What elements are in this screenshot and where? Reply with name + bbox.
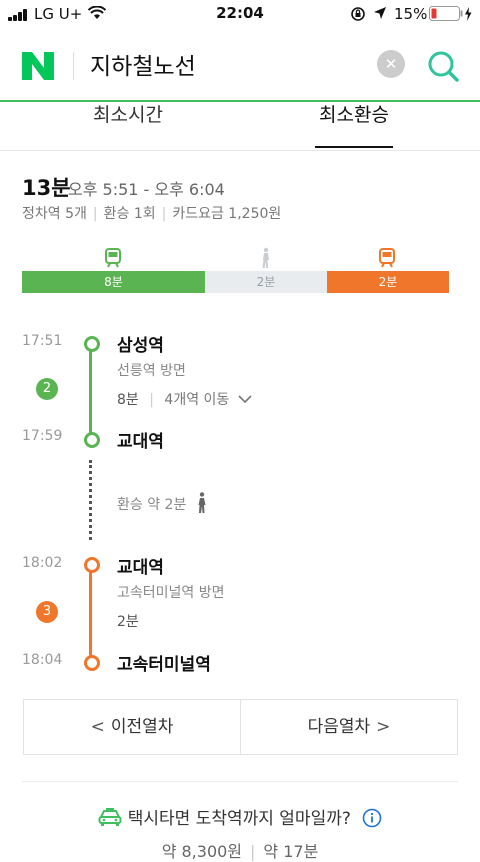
line3-badge: 3 [36,601,58,623]
station-node [84,655,100,671]
line2-badge: 2 [36,378,58,400]
walk-icon [262,247,269,268]
station-node [84,336,100,352]
info-icon[interactable] [362,808,382,828]
status-bar: LG U+ 22:04 15% [0,0,480,28]
close-icon: ✕ [384,55,398,73]
walk-icon [198,492,206,513]
next-label: 다음열차 [307,717,371,737]
chevron-down-icon [238,395,252,404]
depart-time: 17:51 [22,333,63,349]
chevron-right-icon: > [376,717,391,737]
stop-count: 정차역 5개 [22,206,87,222]
battery-icon [429,6,472,21]
leg-duration: 2분 [117,614,139,630]
carrier-name: LG U+ [34,5,83,23]
taxi-question[interactable]: 택시타면 도착역까지 얼마일까? [0,804,480,829]
naver-logo-icon[interactable] [22,52,54,80]
active-tab-indicator [315,146,393,148]
train-icon [105,248,121,268]
depart-time: 18:02 [22,555,63,571]
next-train-button[interactable]: 다음열차 > [241,700,457,754]
page-title: 지하철노선 [90,54,196,80]
leg-duration: 8분 [117,392,139,408]
arrive-time: 18:04 [22,652,63,668]
prev-train-button[interactable]: < 이전열차 [24,700,240,754]
app-header: 지하철노선 ✕ [0,30,480,102]
train-nav: < 이전열차 다음열차 > [23,699,458,755]
nav-divider [240,700,241,754]
card-fare: 카드요금 1,250원 [172,206,282,222]
taxi-price: 약 8,300원 [161,842,243,861]
prev-label: 이전열차 [110,717,174,737]
station-node [84,432,100,448]
tab-min-transfer[interactable]: 최소환승 [319,104,389,126]
taxi-time: 약 17분 [263,842,319,861]
section-divider [22,781,458,782]
location-arrow-icon [374,7,386,19]
wifi-icon [88,6,106,19]
line2-track [89,343,92,438]
transfer-dotted-line [89,460,92,540]
tab-min-time[interactable]: 최소시간 [93,104,163,126]
clock: 22:04 [216,4,264,22]
route-meta: 정차역 5개 | 환승 1회 | 카드요금 1,250원 [22,206,282,222]
direction-text: 선릉역 방면 [117,363,186,379]
time-range: 오후 5:51 - 오후 6:04 [68,180,225,199]
train-icon [379,248,395,268]
segment-train-line2: 8분 [22,271,205,293]
total-duration: 13분 [22,176,71,200]
route-tabs: 최소시간 최소환승 [0,100,480,151]
battery-percent: 15% [394,5,428,23]
station-name[interactable]: 교대역 [117,558,164,578]
search-button[interactable] [425,48,461,84]
taxi-estimate: 약 8,300원 | 약 17분 [161,842,319,861]
transfer-label: 환승 약 2분 [117,497,187,513]
direction-text: 고속터미널역 방면 [117,585,225,601]
taxi-question-text: 택시타면 도착역까지 얼마일까? [127,809,351,829]
taxi-icon [98,808,122,826]
station-name[interactable]: 고속터미널역 [117,655,211,675]
header-divider [73,52,74,80]
transfer-count: 환승 1회 [103,206,156,222]
segment-train-line3: 2분 [327,271,449,293]
arrive-time: 17:59 [22,428,63,444]
station-node [84,557,100,573]
orientation-lock-icon [351,7,365,21]
station-name[interactable]: 삼성역 [117,336,164,356]
line3-track [89,564,92,660]
transfer-walk-text: 환승 약 2분 [117,492,209,514]
clear-button[interactable]: ✕ [377,50,405,78]
segment-walk: 2분 [205,271,327,293]
leg-info[interactable]: 8분 | 4개역 이동 [117,389,252,409]
chevron-left-icon: < [90,717,105,737]
signal-icon [8,9,30,21]
station-name[interactable]: 교대역 [117,432,164,452]
stops-count: 4개역 이동 [164,392,230,408]
